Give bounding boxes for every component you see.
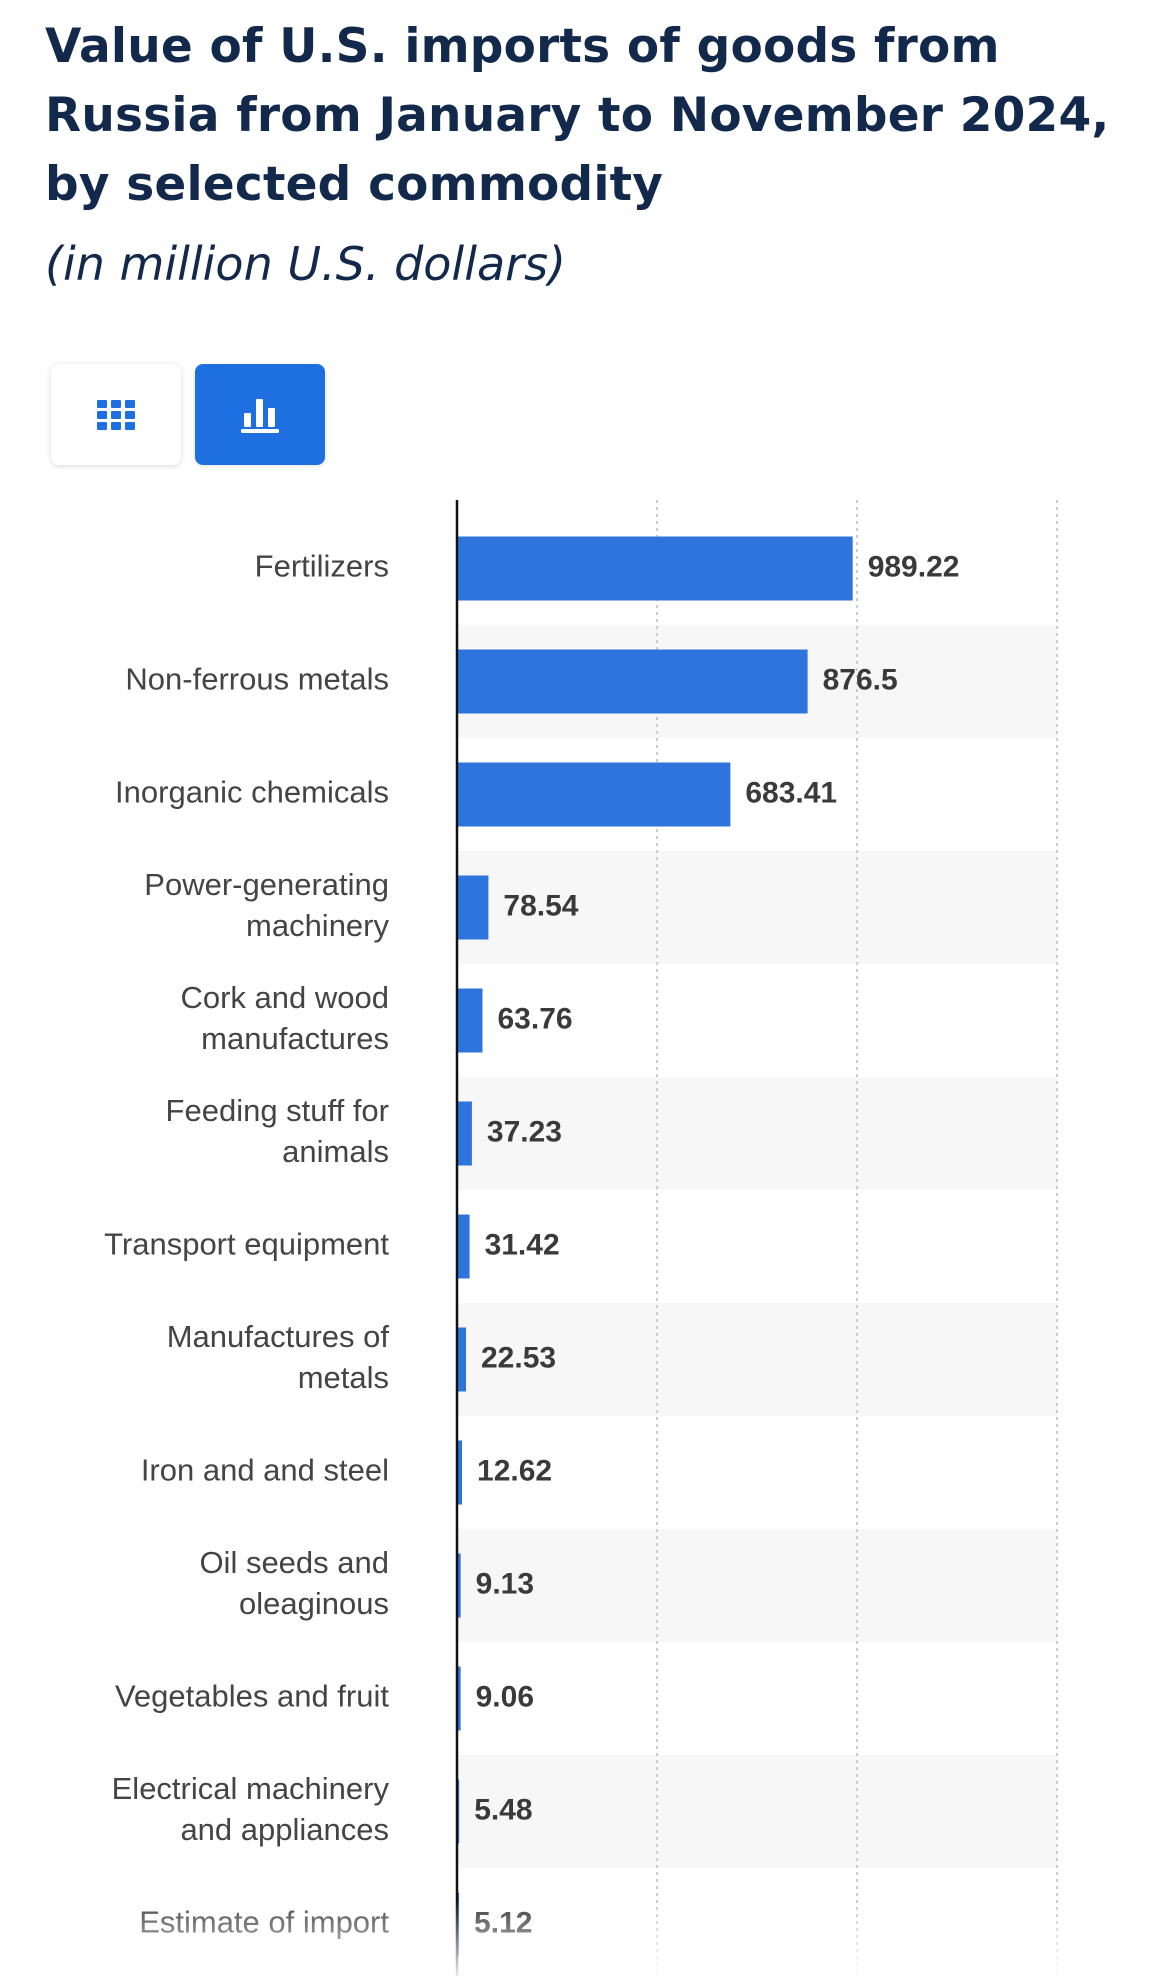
bar[interactable] [457, 536, 853, 601]
value-label: 22.53 [481, 1341, 556, 1374]
bar[interactable] [457, 1101, 472, 1166]
category-label: Iron and and steel [141, 1453, 389, 1488]
value-label: 989.22 [868, 550, 960, 583]
category-label: Power-generating machinery [144, 867, 389, 943]
category-label: Estimate of import [139, 1905, 389, 1940]
category-label: Transport equipment [104, 1227, 389, 1262]
grid-icon [97, 399, 135, 430]
row-band [457, 1755, 1057, 1868]
bar[interactable] [457, 1553, 461, 1618]
value-label: 683.41 [745, 776, 837, 809]
category-label: Inorganic chemicals [115, 775, 389, 810]
value-label: 9.13 [476, 1567, 534, 1600]
bar-chart-icon [241, 398, 279, 433]
bar[interactable] [457, 875, 489, 940]
value-label: 37.23 [487, 1115, 562, 1148]
row-band [457, 1529, 1057, 1642]
row-band [457, 851, 1057, 964]
bar[interactable] [457, 1440, 463, 1505]
row-band [457, 1303, 1057, 1416]
category-label: Manufactures of metals [167, 1319, 390, 1395]
row-band [457, 1077, 1057, 1190]
value-label: 63.76 [498, 1002, 573, 1035]
value-label: 876.5 [823, 663, 898, 696]
category-label: Oil seeds and oleaginous [199, 1545, 389, 1621]
bar[interactable] [457, 1214, 470, 1279]
bar[interactable] [457, 1327, 467, 1392]
bar[interactable] [457, 1666, 461, 1731]
value-label: 31.42 [485, 1228, 560, 1261]
bar[interactable] [457, 762, 731, 827]
bar[interactable] [457, 988, 483, 1053]
value-label: 9.06 [476, 1680, 534, 1713]
category-label: Cork and wood manufactures [180, 980, 389, 1056]
category-label: Electrical machinery and appliances [112, 1771, 390, 1847]
category-label: Vegetables and fruit [115, 1679, 389, 1714]
chart-subtitle: (in million U.S. dollars) [45, 237, 567, 291]
table-view-button[interactable] [51, 364, 181, 465]
value-label: 5.48 [474, 1793, 532, 1826]
value-label: 78.54 [503, 889, 578, 922]
chart-title: Value of U.S. imports of goods from Russ… [45, 19, 1110, 212]
bar-chart: 989.22 Fertilizers 876.5 Non-ferrous metals… [104, 500, 1058, 1976]
value-label: 12.62 [477, 1454, 552, 1487]
bar[interactable] [457, 649, 808, 714]
category-label: Fertilizers [255, 549, 389, 584]
category-label: Feeding stuff for animals [166, 1093, 389, 1169]
category-label: Non-ferrous metals [125, 662, 389, 697]
value-label: 5.12 [474, 1906, 532, 1939]
chart-view-button[interactable] [195, 364, 325, 465]
